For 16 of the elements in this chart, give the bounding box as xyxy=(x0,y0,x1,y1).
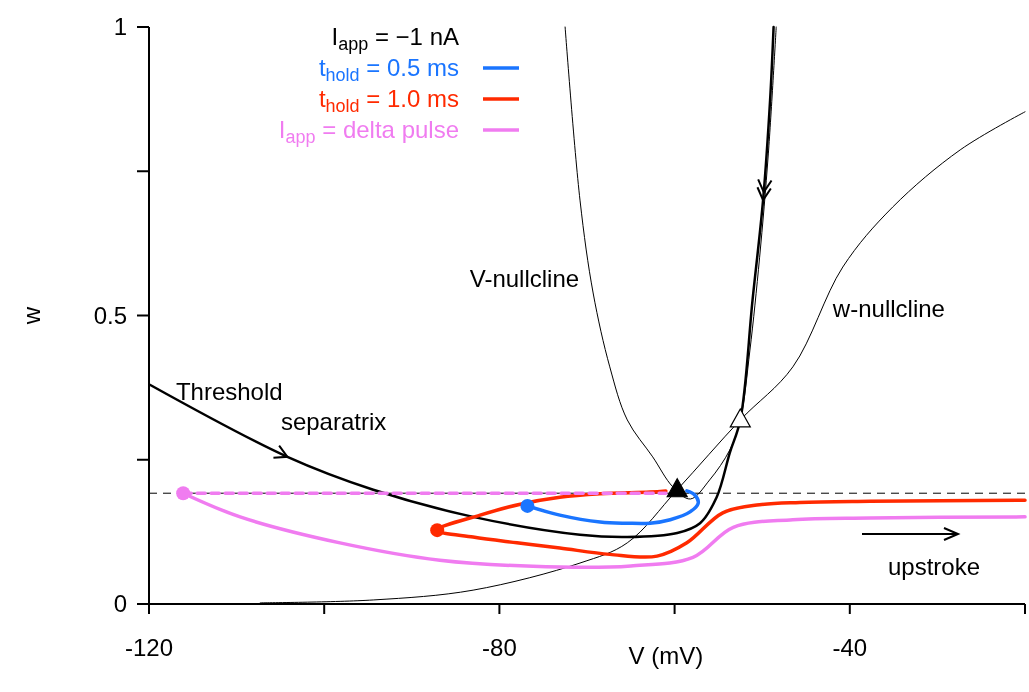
legend-label: t$_{hold}$ = 1.0 ms xyxy=(318,85,459,117)
x-tick-label: -120 xyxy=(124,634,174,661)
y-tick-label: 1 xyxy=(113,13,127,40)
series-label: w-nullcline xyxy=(831,294,945,322)
y-axis-title: w xyxy=(18,306,45,326)
x-tick-label: -80 xyxy=(482,634,517,661)
legend-label: t$_{hold}$ = 0.5 ms xyxy=(318,54,459,86)
y-tick-label: 0 xyxy=(113,590,127,617)
annotation: upstroke xyxy=(887,553,981,580)
legend-label: I$_{app}$ = delta pulse xyxy=(278,116,459,148)
legend-title: I$_{app}$ = −1 nA xyxy=(331,23,459,55)
series-label: Threshold separatrix xyxy=(175,377,387,435)
x-axis-title: V (mV) xyxy=(628,642,704,669)
x-tick-label: -40 xyxy=(832,634,868,661)
series-label: V-nullcline xyxy=(469,265,580,292)
y-tick-label: 0.5 xyxy=(93,301,127,329)
